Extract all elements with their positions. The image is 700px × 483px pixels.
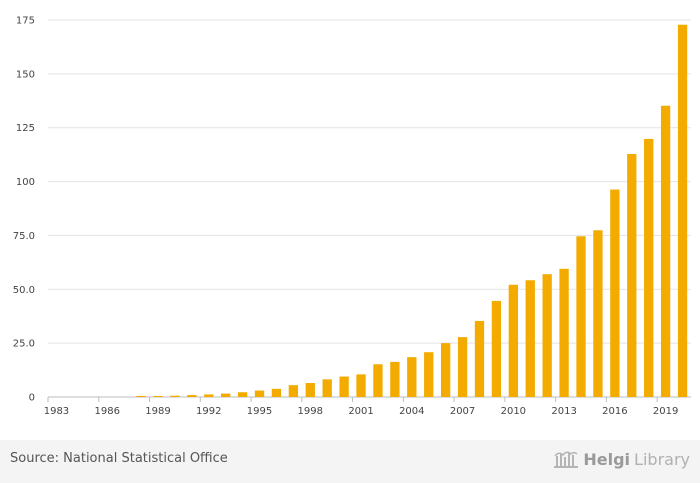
source-note: Source: National Statistical Office <box>10 451 228 466</box>
x-tick-label: 1995 <box>247 406 272 417</box>
brand-name-library: Library <box>634 449 690 469</box>
bars <box>136 24 688 397</box>
bar-1993 <box>221 393 231 397</box>
bar-1998 <box>305 382 315 397</box>
bar-1994 <box>237 392 248 397</box>
y-tick-label: 25.0 <box>13 339 35 350</box>
bar-2009 <box>491 300 502 397</box>
y-tick-label: 50.0 <box>13 285 35 296</box>
bar-2020 <box>677 24 688 397</box>
bar-2005 <box>424 352 434 397</box>
chart-area: 0 25.0 50.0 75.0 100 125 150 175 1983 1986 1989 19… <box>13 16 691 417</box>
brand-name-helgi: Helgi <box>583 449 631 469</box>
bar-2012 <box>542 274 552 397</box>
bar-1997 <box>288 385 299 397</box>
bar-1989 <box>153 395 163 397</box>
bar-2018 <box>644 138 654 397</box>
y-tick-label: 175 <box>16 16 35 27</box>
x-tick-label: 2004 <box>399 406 424 417</box>
bar-2008 <box>474 320 485 397</box>
x-tick-label: 2019 <box>653 406 678 417</box>
x-tick-label: 1992 <box>196 406 221 417</box>
bar-2003 <box>390 361 400 397</box>
x-tick-label: 2010 <box>501 406 526 417</box>
x-tick-label: 2007 <box>450 406 475 417</box>
bar-2001 <box>356 374 366 397</box>
bar-1990 <box>170 395 180 397</box>
helgi-library-logo[interactable]: Helgi Library <box>553 449 690 469</box>
bar-2013 <box>559 268 569 397</box>
bar-2004 <box>407 357 417 397</box>
x-tick-label: 1983 <box>44 406 69 417</box>
bar-1999 <box>322 379 332 397</box>
x-tick-label: 2016 <box>602 406 627 417</box>
x-tick-label: 1989 <box>145 406 170 417</box>
bar-2007 <box>457 337 468 397</box>
bar-2010 <box>508 284 518 397</box>
y-tick-label: 150 <box>16 69 35 80</box>
bar-2017 <box>627 153 637 397</box>
x-axis-ticks: 1983 1986 1989 1992 1995 1998 2001 2004 2007 2010… <box>44 397 678 417</box>
bar-1991 <box>187 395 197 397</box>
x-tick-label: 2013 <box>551 406 576 417</box>
library-building-icon <box>554 451 579 468</box>
y-axis-ticks: 0 25.0 50.0 75.0 100 125 150 175 <box>13 16 35 404</box>
bar-1995 <box>254 390 265 397</box>
gridlines <box>48 19 691 398</box>
y-tick-label: 75.0 <box>13 231 35 242</box>
bar-1988 <box>136 395 146 397</box>
bar-2014 <box>576 236 586 397</box>
bar-2002 <box>373 364 383 397</box>
bar-1996 <box>271 388 282 397</box>
x-tick-label: 1986 <box>94 406 119 417</box>
bar-2006 <box>440 343 451 397</box>
bar-2019 <box>660 105 671 397</box>
x-tick-label: 1998 <box>298 406 323 417</box>
bar-2015 <box>593 230 603 397</box>
x-tick-label: 2001 <box>348 406 373 417</box>
bar-2011 <box>525 280 535 397</box>
footer: Source: National Statistical Office Helg… <box>0 440 700 483</box>
y-tick-label: 100 <box>16 177 35 188</box>
bar-2000 <box>339 376 349 397</box>
y-tick-label: 125 <box>16 123 35 134</box>
y-tick-label: 0 <box>29 393 35 404</box>
bar-1992 <box>204 394 214 397</box>
bar-2016 <box>610 189 620 397</box>
